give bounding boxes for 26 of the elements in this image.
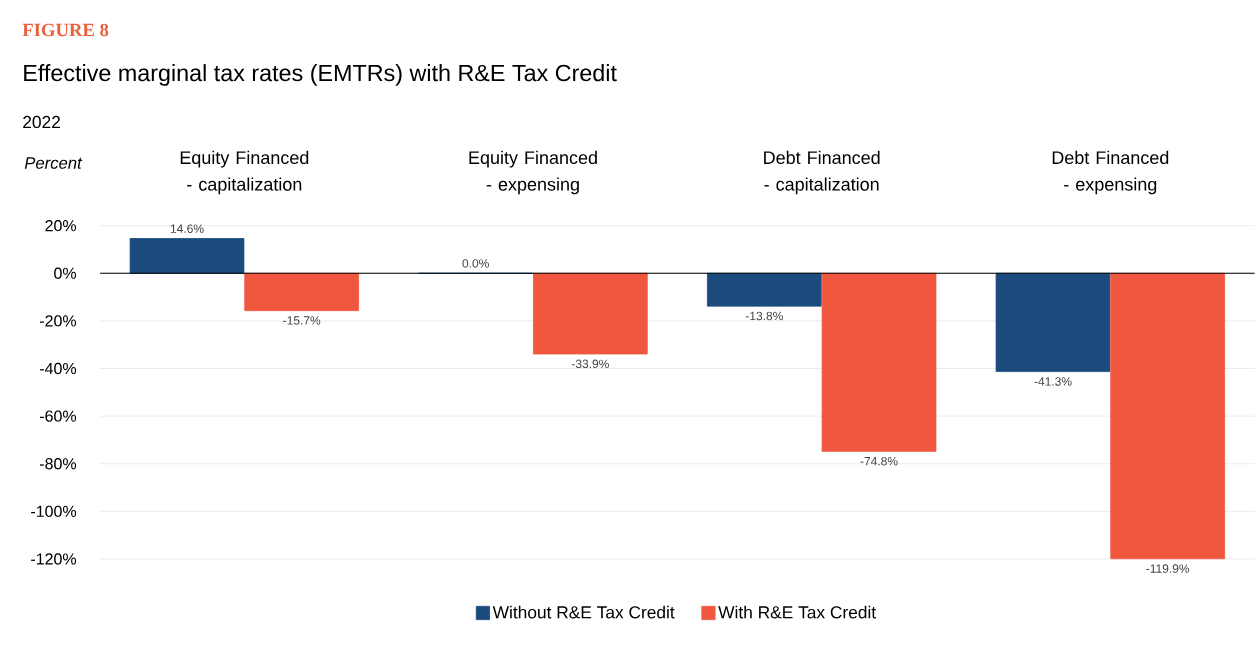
data-label: 0.0% <box>462 259 489 268</box>
data-label: -15.7% <box>283 316 321 325</box>
data-label: -41.3% <box>1034 377 1072 386</box>
chart-subtitle: 2022 <box>23 115 60 129</box>
chart-title: Effective marginal tax rates (EMTRs) with R&E Tax Credit <box>24 64 617 86</box>
x-tick-label: Debt Financed - capitalization <box>764 150 880 195</box>
data-label: -13.8% <box>745 311 783 321</box>
y-tick-label: 20% <box>45 220 77 232</box>
y-tick-label: -40% <box>40 362 77 375</box>
data-label: 14.6% <box>170 224 204 233</box>
legend-label: Without R&E Tax Credit <box>492 605 675 619</box>
y-tick-label: -60% <box>40 410 77 422</box>
data-label: -33.9% <box>571 359 609 369</box>
legend-label: With R&E Tax Credit <box>718 605 876 619</box>
x-tick-label: Equity Financed - expensing <box>469 150 597 195</box>
y-tick-label: 0% <box>54 267 77 279</box>
x-tick-label: Debt Financed - expensing <box>1052 150 1169 195</box>
y-axis-title: Percent <box>24 157 83 169</box>
data-label: -74.8% <box>860 456 898 466</box>
caption: FIGURE 8 <box>22 23 109 37</box>
y-tick-label: -80% <box>40 458 77 470</box>
data-label: -119.9% <box>1146 564 1190 573</box>
y-tick-label: -20% <box>40 315 77 327</box>
y-tick-label: -120% <box>31 553 77 565</box>
y-tick-label: -100% <box>31 505 77 518</box>
x-tick-label: Equity Financed - capitalization <box>180 150 309 195</box>
